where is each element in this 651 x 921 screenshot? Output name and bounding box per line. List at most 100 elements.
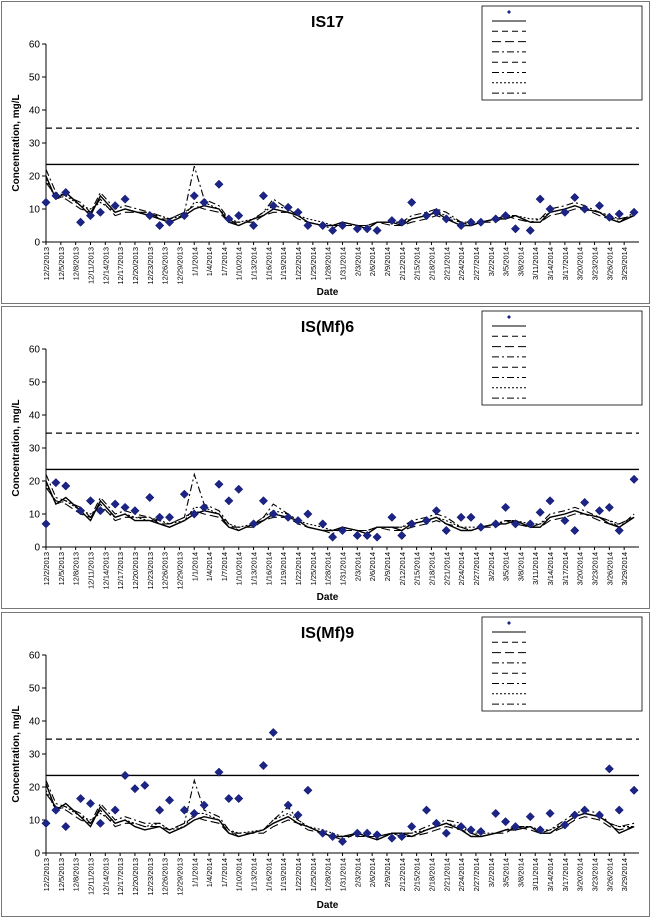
x-tick-label: 1/16/2014 (264, 858, 273, 891)
x-tick-label: 2/12/2014 (398, 552, 407, 585)
x-tick-label: 1/4/2014 (205, 247, 214, 276)
observed-point (51, 805, 61, 815)
observed-point (337, 220, 348, 231)
x-tick-label: 3/17/2014 (561, 858, 570, 891)
chart-title: IS17 (311, 14, 344, 31)
observed-point (318, 828, 328, 838)
x-tick-label: 3/29/2014 (620, 247, 629, 280)
model-series-line-dash-dot (45, 165, 635, 230)
y-tick-label: 20 (29, 783, 41, 794)
x-tick-label: 3/29/2014 (620, 858, 629, 891)
model-series-line-dotted (45, 484, 635, 532)
observed-point (199, 197, 209, 207)
x-tick-label: 2/6/2014 (368, 858, 377, 887)
observed-point (234, 484, 244, 494)
x-tick-label: 2/21/2014 (442, 858, 451, 891)
observed-point (95, 207, 105, 217)
x-tick-label: 12/14/2013 (101, 247, 110, 285)
y-tick-label: 10 (29, 510, 41, 521)
observed-point (604, 502, 614, 512)
observed-point (110, 201, 120, 211)
observed-point (372, 225, 382, 236)
observed-point (604, 212, 614, 222)
x-tick-label: 3/23/2014 (591, 858, 600, 891)
x-tick-label: 2/18/2014 (427, 247, 436, 280)
observed-point (318, 220, 328, 231)
observed-point (491, 519, 501, 529)
x-tick-label: 2/6/2014 (368, 552, 377, 581)
observed-point (421, 516, 432, 526)
observed-point (95, 506, 105, 516)
observed-point (525, 812, 535, 822)
observed-point (224, 496, 234, 506)
observed-point (560, 820, 570, 830)
chart-panel-ismf9: IS(Mf)9 Concentration, mg/L Date 0 10 20 30 40 5… (1, 612, 650, 917)
x-tick-label: 1/13/2014 (250, 858, 259, 891)
x-tick-label: 1/31/2014 (339, 552, 348, 585)
observed-point (155, 512, 165, 522)
observed-point (120, 770, 130, 781)
observed-point (421, 805, 432, 815)
x-tick-label: 1/13/2014 (250, 247, 259, 280)
observed-point (258, 496, 268, 506)
observed-point (155, 805, 165, 815)
observed-point (456, 220, 466, 231)
observed-point (199, 502, 209, 512)
observed-point (594, 810, 605, 820)
observed-point (421, 211, 432, 221)
x-tick-label: 12/5/2013 (57, 247, 66, 280)
observed-point (491, 214, 501, 224)
observed-point (248, 519, 259, 529)
x-tick-label: 2/15/2014 (413, 552, 422, 585)
model-series-line-long-dash (45, 182, 635, 227)
x-tick-label: 12/20/2013 (131, 858, 140, 896)
observed-point (441, 525, 451, 536)
observed-point (560, 207, 570, 217)
x-tick-label: 1/16/2014 (264, 552, 273, 585)
x-tick-label: 3/20/2014 (576, 552, 585, 585)
observed-point (283, 202, 293, 212)
x-axis-label: Date (317, 900, 339, 911)
observed-point (580, 497, 590, 508)
observed-point (130, 506, 140, 516)
x-axis-label: Date (317, 592, 339, 603)
observed-point (318, 519, 328, 529)
x-tick-label: 2/21/2014 (442, 552, 451, 585)
x-tick-label: 2/3/2014 (353, 858, 362, 887)
observed-point (76, 793, 86, 804)
observed-point (224, 793, 234, 804)
x-tick-label: 1/28/2014 (324, 247, 333, 280)
observed-point (303, 785, 313, 795)
y-tick-label: 0 (34, 238, 40, 249)
observed-point (545, 496, 555, 506)
x-tick-label: 12/11/2013 (86, 858, 95, 895)
y-tick-label: 40 (29, 717, 41, 728)
x-tick-label: 1/16/2014 (264, 247, 273, 280)
x-tick-label: 1/4/2014 (205, 552, 214, 581)
observed-point (629, 785, 639, 795)
x-tick-label: 12/29/2013 (175, 552, 184, 590)
x-tick-label: 2/27/2014 (472, 858, 481, 891)
observed-point (501, 211, 511, 221)
observed-point (629, 474, 639, 484)
x-tick-label: 12/2/2013 (42, 247, 51, 280)
observed-point (76, 217, 86, 227)
x-tick-label: 1/22/2014 (294, 552, 303, 585)
y-tick-label: 20 (29, 477, 41, 488)
observed-point (258, 760, 268, 771)
x-tick-label: 1/25/2014 (309, 552, 318, 585)
x-tick-label: 2/21/2014 (442, 247, 451, 280)
x-tick-label: 2/18/2014 (427, 858, 436, 891)
x-tick-label: 2/18/2014 (427, 552, 436, 585)
x-tick-label: 3/8/2014 (516, 858, 525, 887)
x-tick-label: 1/28/2014 (324, 552, 333, 585)
observed-point (580, 805, 590, 815)
observed-point (337, 836, 348, 847)
x-tick-label: 12/14/2013 (101, 858, 110, 896)
model-series-line-dash-dot (45, 472, 635, 535)
x-tick-label: 1/1/2014 (190, 858, 199, 887)
x-tick-label: 12/14/2013 (101, 552, 110, 590)
x-tick-label: 12/5/2013 (57, 858, 66, 891)
observed-point (614, 209, 624, 219)
observed-point (189, 808, 199, 818)
